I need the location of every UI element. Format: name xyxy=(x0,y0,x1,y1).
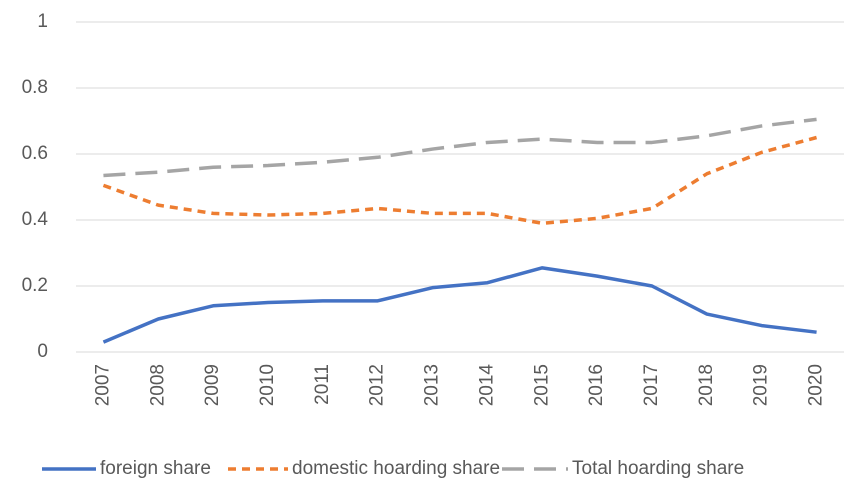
x-tick-label: 2018 xyxy=(696,364,717,406)
x-tick-label: 2017 xyxy=(641,364,662,406)
x-tick-label: 2008 xyxy=(147,364,168,406)
y-tick-label: 0.2 xyxy=(22,275,48,296)
x-tick-label: 2014 xyxy=(476,364,497,407)
y-tick-label: 1 xyxy=(37,11,48,32)
x-tick-label: 2011 xyxy=(312,364,333,405)
y-tick-label: 0.4 xyxy=(22,209,49,230)
x-tick-label: 2010 xyxy=(257,364,278,406)
x-tick-label: 2012 xyxy=(367,364,388,406)
y-tick-label: 0 xyxy=(37,341,48,362)
x-tick-label: 2013 xyxy=(422,364,443,406)
series-line xyxy=(102,266,817,344)
y-tick-label: 0.6 xyxy=(22,143,48,164)
x-tick-label: 2007 xyxy=(92,364,113,406)
x-tick-label: 2020 xyxy=(806,364,827,406)
series-line xyxy=(102,135,818,226)
series-line xyxy=(103,117,817,178)
legend-label: Total hoarding share xyxy=(572,458,744,479)
x-tick-label: 2015 xyxy=(531,364,552,406)
x-tick-label: 2019 xyxy=(751,364,772,406)
y-tick-label: 0.8 xyxy=(22,77,48,98)
x-tick-label: 2016 xyxy=(586,364,607,406)
legend-label: domestic hoarding share xyxy=(292,458,500,479)
legend-label: foreign share xyxy=(100,458,211,479)
x-tick-label: 2009 xyxy=(202,364,223,406)
